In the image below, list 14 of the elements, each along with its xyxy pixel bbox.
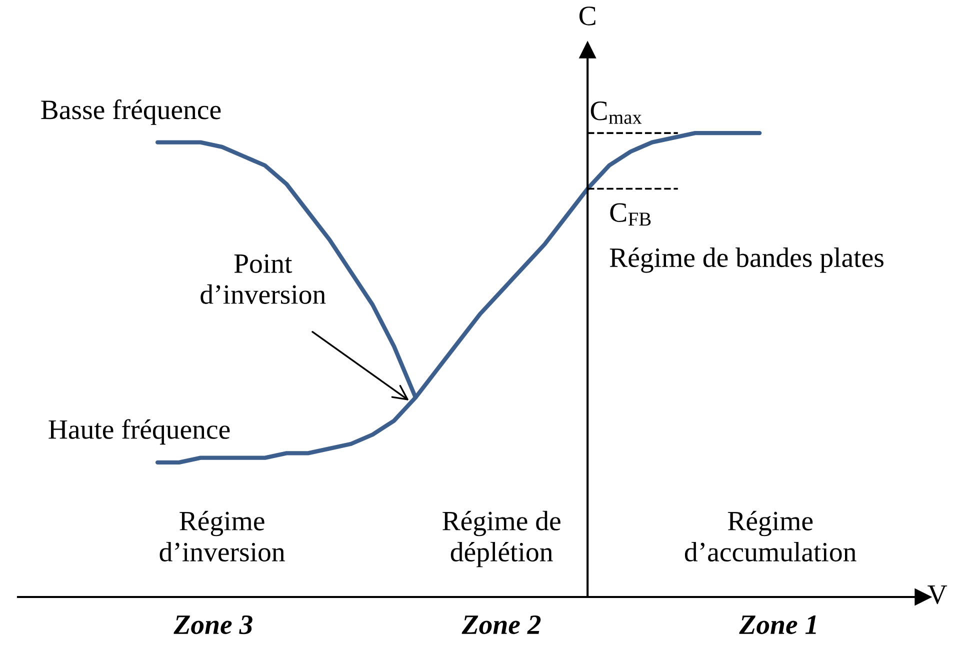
text: Zone 3 xyxy=(174,615,252,634)
annotation: Régime d’accumulation xyxy=(684,510,856,562)
series-label: Basse fréquence xyxy=(41,99,221,125)
text: V xyxy=(928,585,948,604)
annotation: Point d’inversion xyxy=(200,254,326,304)
ref-line-label: C$_{max}$ xyxy=(590,102,642,124)
annotation: Régime d’inversion xyxy=(160,510,285,562)
y-axis-title: C xyxy=(579,6,596,26)
annotation: Régime de déplétion xyxy=(442,510,560,568)
text: Zone 1 xyxy=(739,616,816,634)
text: Zone 2 xyxy=(462,615,541,634)
series-label: Haute fréquence xyxy=(48,419,230,445)
ref-line-label: C$_{FB}$ xyxy=(610,203,651,226)
annotation: Régime de bandes plates xyxy=(610,248,884,273)
